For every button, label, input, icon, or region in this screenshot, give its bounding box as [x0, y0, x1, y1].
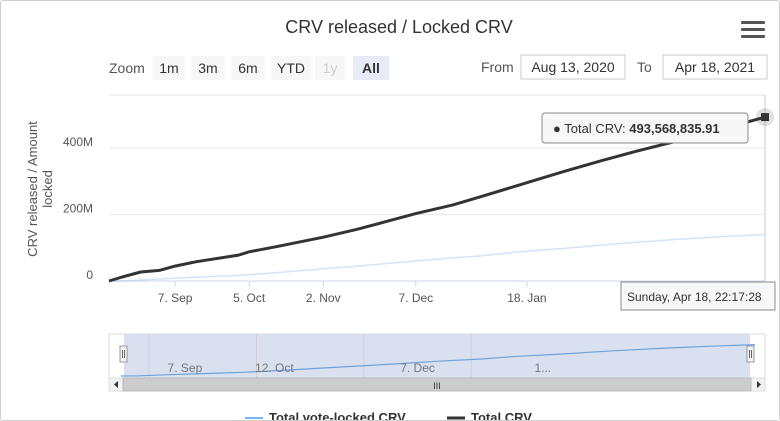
- y-axis-label-line: locked: [40, 170, 55, 208]
- hamburger-menu-icon[interactable]: [741, 21, 765, 41]
- range-button-bg: [191, 56, 225, 80]
- range-button-bg: [231, 56, 265, 80]
- range-button-label: 3m: [198, 60, 217, 76]
- x-axis-ticks: 7. Sep 5. Oct 2. Nov 7. Dec 18. Jan: [158, 281, 547, 305]
- grid-lines: [109, 94, 765, 282]
- tooltip-bullet: ●: [553, 121, 564, 136]
- menu-bar: [741, 35, 765, 38]
- range-button-bg: [153, 56, 185, 80]
- to-date-input-box[interactable]: [662, 54, 768, 80]
- x-tick-label: 18. Jan: [507, 291, 546, 305]
- range-button-3m[interactable]: 3m: [191, 56, 225, 80]
- legend-item-total-crv[interactable]: Total CRV: [447, 410, 532, 421]
- legend: Total vote-locked CRV Total CRV: [245, 410, 532, 421]
- scroll-left-arrow-icon[interactable]: [114, 381, 118, 388]
- legend-label: Total vote-locked CRV: [269, 410, 406, 421]
- series-line-vote-locked-crv: [108, 233, 766, 282]
- scrollbar[interactable]: III: [108, 377, 766, 392]
- hover-point-marker: [761, 113, 769, 122]
- y-tick-label: 0: [86, 268, 93, 282]
- zoom-label: Zoom: [109, 60, 145, 76]
- to-date-input[interactable]: Apr 18, 2021: [675, 59, 755, 75]
- date-tooltip-text: Sunday, Apr 18, 22:17:28: [627, 290, 762, 304]
- tooltip-colon: :: [622, 121, 629, 136]
- tooltip: ● Total CRV: 493,568,835.91: [541, 112, 749, 144]
- range-button-bg: [353, 56, 389, 80]
- y-axis-label: CRV released / Amountlocked: [25, 121, 55, 257]
- series-line-total-crv: [108, 115, 766, 283]
- from-label: From: [481, 59, 514, 75]
- menu-bar: [741, 21, 765, 24]
- navigator[interactable]: 7. Sep 12. Oct 7. Dec 1...: [108, 333, 766, 379]
- crosshair: [756, 95, 774, 281]
- navigator-grid: [148, 334, 472, 378]
- range-button-label: 6m: [238, 60, 257, 76]
- scrollbar-thumb[interactable]: [122, 377, 752, 392]
- navigator-tick-label: 1...: [534, 361, 551, 375]
- navigator-tick-label: 12. Oct: [255, 361, 294, 375]
- scroll-right-arrow-icon[interactable]: [757, 381, 761, 388]
- navigator-ticks: 7. Sep 12. Oct 7. Dec 1...: [168, 361, 552, 375]
- x-tick-label: 2. Nov: [306, 291, 341, 305]
- x-tick-label: 5. Oct: [233, 291, 266, 305]
- range-button-1y: 1y: [315, 56, 345, 80]
- range-button-label: All: [362, 60, 380, 76]
- y-tick-label: 400M: [63, 135, 93, 149]
- menu-bar: [741, 28, 765, 31]
- range-button-ytd[interactable]: YTD: [271, 56, 311, 80]
- navigator-tick-label: 7. Sep: [168, 361, 203, 375]
- from-date-input-box[interactable]: [520, 54, 626, 80]
- range-button-label: 1m: [159, 60, 178, 76]
- tooltip-text: ● Total CRV: 493,568,835.91: [553, 121, 720, 136]
- x-tick-label: 7. Sep: [158, 291, 193, 305]
- legend-label: Total CRV: [471, 410, 532, 421]
- range-button-bg: [315, 56, 345, 80]
- y-tick-label: 200M: [63, 202, 93, 216]
- range-buttons: 1m 3m 6m YTD 1y All: [153, 56, 389, 80]
- x-tick-label: 7. Dec: [398, 291, 433, 305]
- navigator-handle-right[interactable]: [746, 345, 755, 363]
- tooltip-series-name: Total CRV: [564, 121, 623, 136]
- navigator-tick-label: 7. Dec: [400, 361, 435, 375]
- y-axis-ticks: 0 200M 400M: [63, 135, 93, 282]
- series-lines: [108, 115, 766, 283]
- navigator-mask[interactable]: [124, 334, 750, 378]
- to-label: To: [637, 59, 652, 75]
- date-tooltip: Sunday, Apr 18, 22:17:28: [620, 281, 776, 311]
- range-button-6m[interactable]: 6m: [231, 56, 265, 80]
- navigator-handle-left[interactable]: [119, 345, 128, 363]
- navigator-series-line: [120, 344, 756, 377]
- tooltip-value: 493,568,835.91: [629, 121, 719, 136]
- legend-item-vote-locked-crv[interactable]: Total vote-locked CRV: [245, 410, 406, 421]
- chart-title: CRV released / Locked CRV: [285, 17, 512, 37]
- range-button-1m[interactable]: 1m: [153, 56, 185, 80]
- range-button-label: YTD: [277, 60, 305, 76]
- y-axis-label-line: CRV released / Amount: [25, 121, 40, 257]
- range-button-all[interactable]: All: [353, 56, 389, 80]
- range-button-bg: [271, 56, 311, 80]
- from-date-input[interactable]: Aug 13, 2020: [531, 59, 615, 75]
- range-button-label: 1y: [323, 60, 338, 76]
- scrollbar-grip: III: [433, 381, 441, 391]
